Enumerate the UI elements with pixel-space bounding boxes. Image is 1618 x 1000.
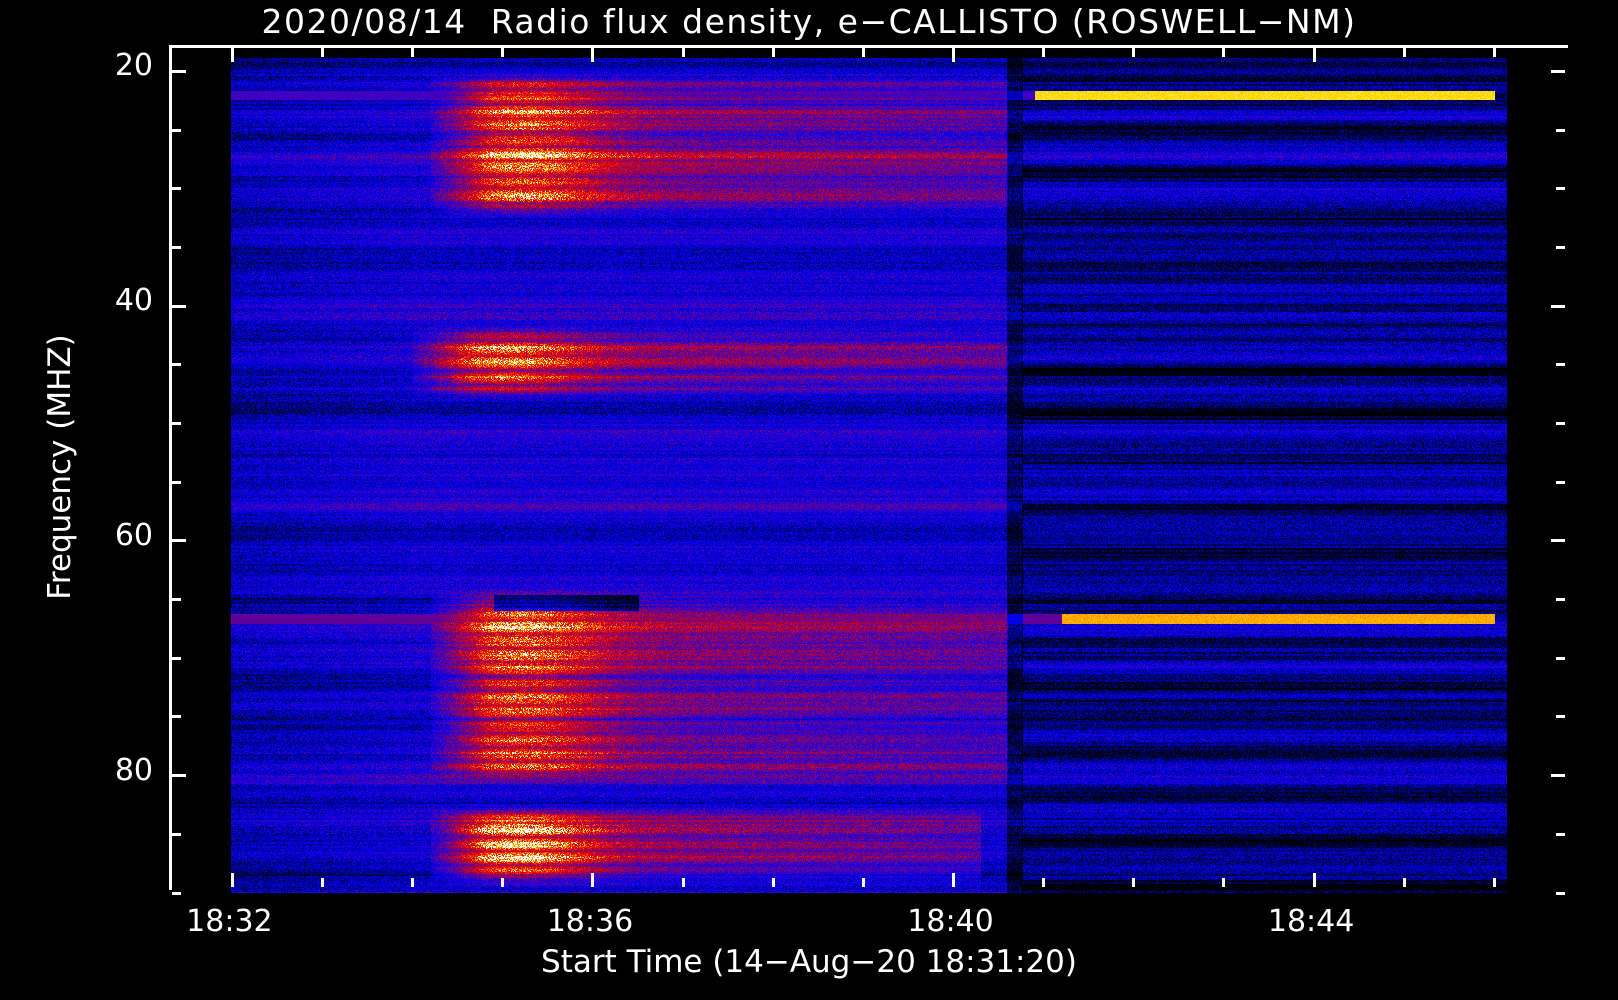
y-tick-left-80 [172,774,186,778]
y-tick-right-45 [1556,363,1565,367]
y-tick-label-80: 80 [114,752,153,788]
y-tick-right-35 [1556,246,1565,249]
x-tick-bottom-43 [1222,878,1226,887]
x-tick-top-45 [1402,48,1406,57]
x-tick-bottom-45 [1402,878,1406,887]
y-tick-left-50 [172,422,181,426]
x-tick-bottom-37 [681,878,685,887]
y-tick-label-60: 60 [114,517,153,553]
y-tick-left-25 [172,128,181,132]
x-tick-bottom-34 [411,878,415,887]
x-tick-bottom-33 [321,878,325,887]
x-tick-top-36 [591,48,595,62]
y-tick-left-85 [172,832,181,836]
y-tick-left-75 [172,715,181,719]
x-tick-label-18-36: 18:36 [546,904,634,939]
x-tick-top-34 [411,48,415,57]
y-tick-left-20 [172,69,186,73]
x-tick-top-33 [321,48,325,57]
y-tick-right-25 [1556,128,1565,132]
x-tick-top-35 [501,48,505,57]
x-tick-bottom-35 [501,878,505,887]
x-tick-label-18-44: 18:44 [1267,904,1355,939]
x-tick-bottom-32 [230,873,234,887]
x-tick-bottom-41 [1042,878,1046,887]
y-tick-left-65 [172,598,181,602]
x-tick-bottom-36 [591,873,595,887]
x-tick-label-18-32: 18:32 [186,904,273,939]
y-tick-label-20: 20 [114,48,153,84]
x-tick-top-43 [1222,48,1226,57]
x-tick-top-37 [681,48,685,57]
x-tick-top-38 [771,48,775,57]
x-axis-title: Start Time (14−Aug−20 18:31:20) [541,944,1077,980]
x-tick-bottom-39 [861,878,865,887]
x-tick-bottom-40 [952,873,956,887]
y-axis-title: Frequency (MHZ) [42,334,78,600]
y-tick-left-45 [172,363,181,367]
y-tick-right-90 [1556,891,1565,895]
page-title: 2020/08/14 Radio flux density, e−CALLIST… [261,2,1357,41]
plot-frame [169,45,1571,895]
x-tick-bottom-46 [1492,878,1496,887]
y-tick-right-80 [1551,774,1565,778]
y-tick-right-50 [1556,422,1565,426]
y-tick-right-30 [1556,187,1565,191]
x-tick-top-46 [1492,48,1496,57]
y-tick-left-40 [172,304,186,308]
y-tick-left-30 [172,187,181,191]
y-tick-right-60 [1551,539,1565,543]
x-tick-top-39 [861,48,865,57]
y-tick-left-55 [172,480,181,484]
y-tick-label-40: 40 [114,283,153,319]
x-tick-bottom-42 [1132,878,1136,887]
y-tick-left-35 [172,246,181,249]
y-tick-right-75 [1556,715,1565,719]
x-tick-top-44 [1312,48,1316,62]
x-tick-top-41 [1042,48,1046,57]
y-tick-left-70 [172,656,181,660]
y-tick-right-85 [1556,832,1565,836]
y-tick-right-55 [1556,480,1565,484]
y-tick-left-90 [172,891,181,895]
y-tick-left-60 [172,539,186,543]
x-tick-label-18-40: 18:40 [907,904,994,939]
x-tick-bottom-44 [1312,873,1316,887]
y-tick-right-20 [1551,69,1565,73]
x-tick-bottom-38 [771,878,775,887]
y-tick-right-65 [1556,598,1565,602]
y-tick-right-40 [1551,304,1565,308]
spectrogram-image [172,48,1571,893]
x-tick-top-42 [1132,48,1136,57]
x-tick-top-40 [952,48,956,62]
y-tick-right-70 [1556,656,1565,660]
x-tick-top-32 [230,48,234,62]
